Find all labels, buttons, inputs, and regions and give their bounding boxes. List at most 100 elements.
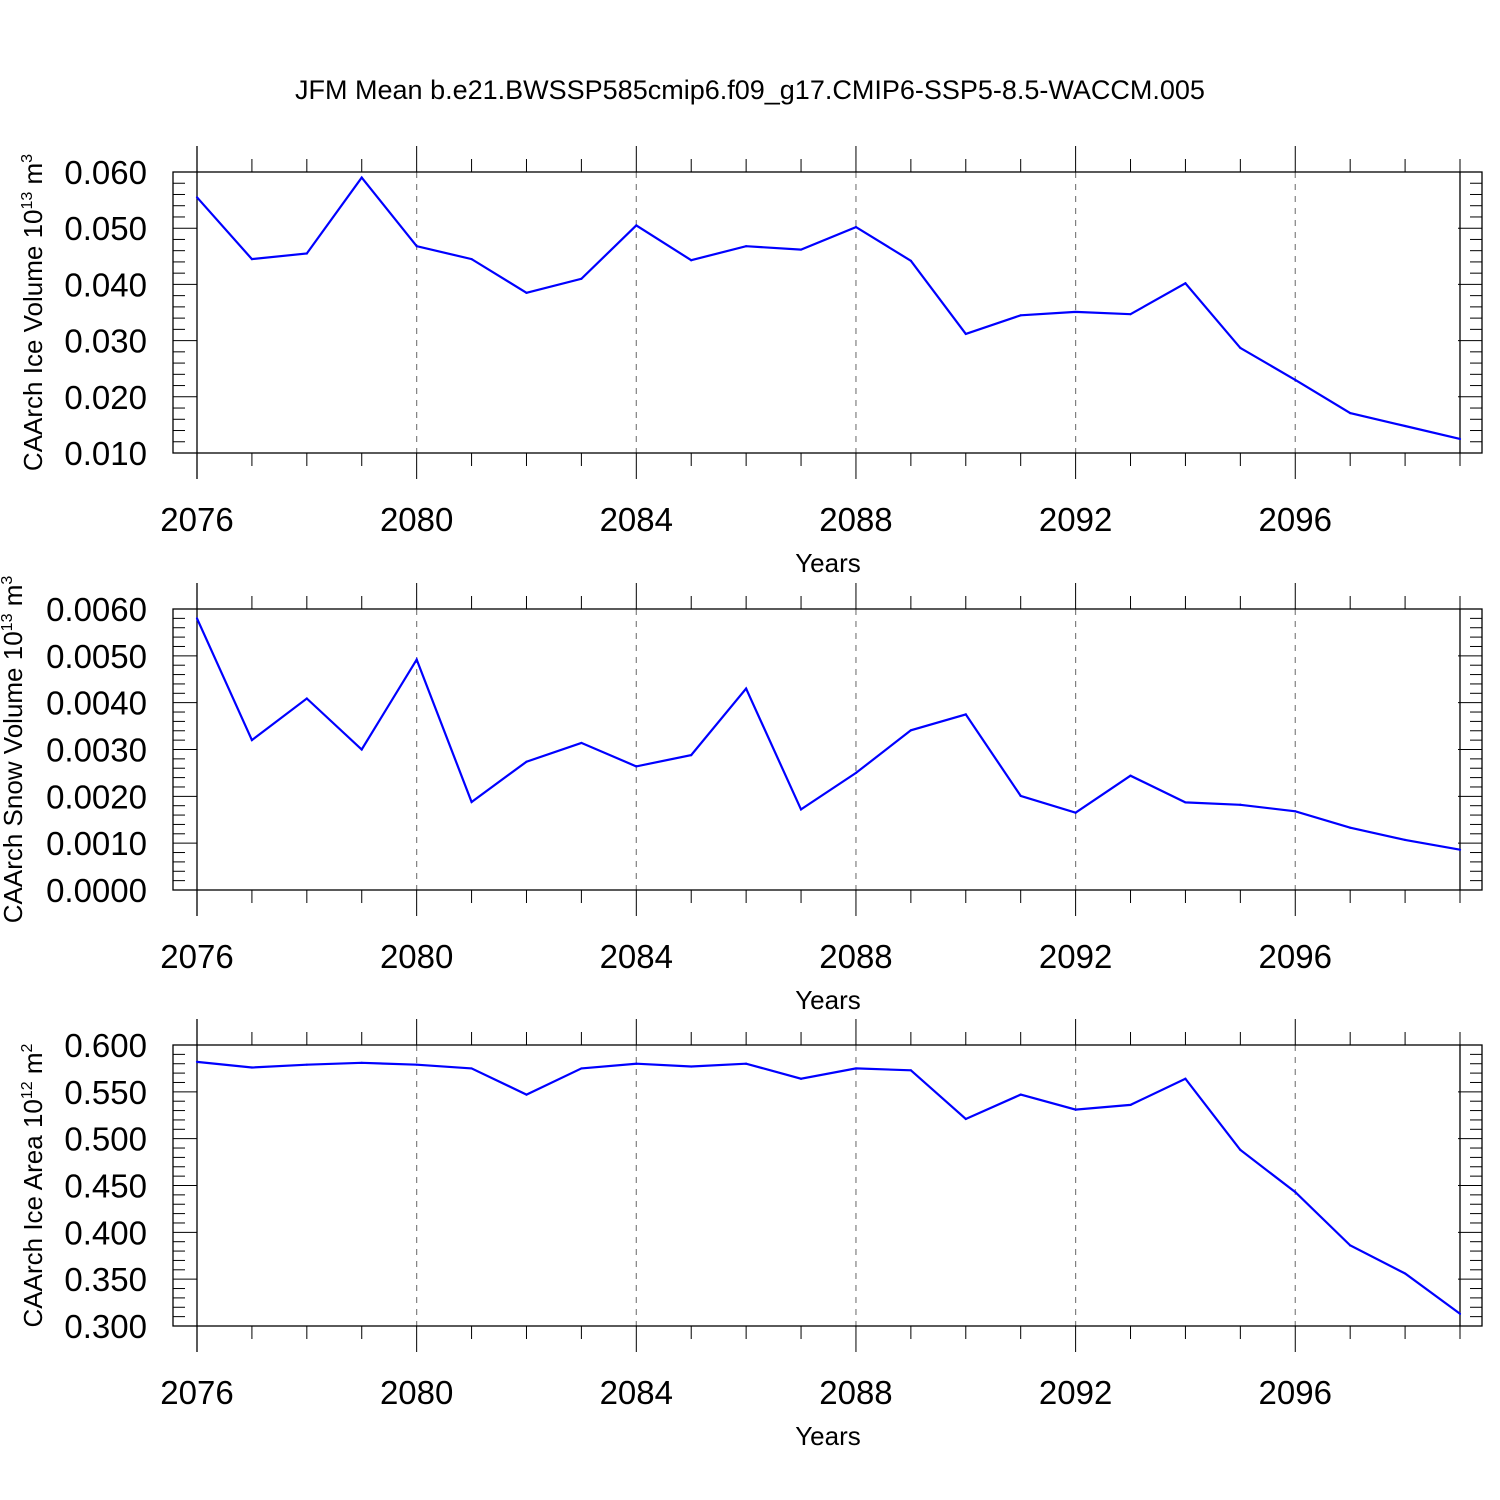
data-point xyxy=(470,1067,473,1070)
x-tick-label: 2088 xyxy=(819,1374,892,1411)
data-point xyxy=(360,748,363,751)
data-point xyxy=(1349,826,1352,829)
data-point xyxy=(305,1063,308,1066)
x-tick-label: 2080 xyxy=(380,1374,453,1411)
data-point xyxy=(470,800,473,804)
data-point xyxy=(1184,801,1187,804)
data-point xyxy=(1129,1103,1132,1107)
data-point xyxy=(1074,811,1077,814)
chart-title: JFM Mean b.e21.BWSSP585cmip6.f09_g17.CMI… xyxy=(295,75,1205,105)
data-point xyxy=(1184,1077,1187,1080)
y-axis-label: CAArch Snow Volume 1013 m3 xyxy=(0,576,28,924)
y-tick-label: 0.0030 xyxy=(46,732,147,769)
data-point xyxy=(690,259,693,262)
y-tick-label: 0.0020 xyxy=(46,778,147,815)
x-tick-label: 2092 xyxy=(1039,501,1112,538)
data-point xyxy=(580,741,583,745)
data-point xyxy=(1019,1093,1022,1096)
data-point xyxy=(1294,1190,1297,1194)
y-tick-label: 0.0010 xyxy=(46,825,147,862)
panel-ice-volume: 2076 2080 2084 2088 2092 2096 0.060 0.050 0.040 0… xyxy=(18,146,1483,578)
x-axis-label: Years xyxy=(795,1421,861,1451)
y-tick-label: 0.010 xyxy=(64,435,147,472)
data-point xyxy=(909,1069,912,1072)
data-point xyxy=(1403,1272,1407,1275)
data-point xyxy=(799,808,803,811)
x-tick-label: 2084 xyxy=(600,501,673,538)
data-point xyxy=(580,277,583,280)
y-tick-label: 0.050 xyxy=(64,210,147,247)
data-point xyxy=(415,1063,418,1066)
data-point xyxy=(635,765,638,768)
y-axis-label: CAArch Ice Area 1012 m2 xyxy=(18,1043,48,1327)
data-point xyxy=(745,245,748,248)
data-point xyxy=(360,176,363,179)
y-tick-label: 0.500 xyxy=(64,1121,147,1158)
data-point xyxy=(745,1062,748,1065)
y-tick-label: 0.350 xyxy=(64,1261,147,1298)
y-tick-label: 0.030 xyxy=(64,323,147,360)
data-point xyxy=(1458,848,1462,851)
x-tick-label: 2080 xyxy=(380,938,453,975)
y-tick-label: 0.0000 xyxy=(46,872,147,909)
plot-frame xyxy=(172,171,1483,454)
data-point xyxy=(799,248,803,251)
data-point xyxy=(635,224,638,227)
y-tick-label: 0.450 xyxy=(64,1168,147,1205)
y-axis-label: CAArch Ice Volume 1013 m3 xyxy=(18,154,48,471)
data-point xyxy=(1239,803,1242,806)
x-tick-label: 2092 xyxy=(1039,1374,1112,1411)
x-tick-label: 2084 xyxy=(600,1374,673,1411)
y-tick-label: 0.0060 xyxy=(46,591,147,628)
data-point xyxy=(525,760,528,763)
series-line-ice-area xyxy=(196,1060,1461,1315)
data-point xyxy=(1184,282,1187,285)
data-point xyxy=(525,291,528,294)
y-tick-label: 0.400 xyxy=(64,1214,147,1251)
panel-ice-area: 2076 2080 2084 2088 2092 2096 0.600 0.550 0.500 0… xyxy=(18,1019,1483,1451)
data-point xyxy=(1129,774,1132,777)
data-point xyxy=(250,739,254,742)
x-tick-label: 2096 xyxy=(1259,1374,1332,1411)
data-point xyxy=(525,1093,528,1096)
data-point xyxy=(1458,437,1462,441)
y-tick-label: 0.0050 xyxy=(46,638,147,675)
data-point xyxy=(1239,346,1242,350)
y-tick-label: 0.0040 xyxy=(46,685,147,722)
y-tick-label: 0.040 xyxy=(64,266,147,303)
plot-frame xyxy=(172,608,1483,891)
data-point xyxy=(415,658,418,661)
data-point xyxy=(1349,411,1352,415)
x-tick-label: 2084 xyxy=(600,938,673,975)
data-point xyxy=(1403,838,1407,841)
data-point xyxy=(1403,424,1407,428)
data-point xyxy=(1239,1148,1242,1152)
data-point xyxy=(1294,378,1297,382)
data-point xyxy=(470,258,473,261)
y-tick-label: 0.550 xyxy=(64,1074,147,1111)
data-point xyxy=(580,1067,583,1070)
panel-snow-volume: 2076 2080 2084 2088 2092 2096 0.0060 0.0050 0.00… xyxy=(0,576,1483,1015)
data-point xyxy=(964,1117,967,1121)
data-point xyxy=(635,1062,638,1065)
data-point xyxy=(854,225,858,229)
data-point xyxy=(690,754,693,757)
data-point xyxy=(690,1065,693,1068)
data-point xyxy=(909,259,912,262)
x-tick-label: 2096 xyxy=(1259,501,1332,538)
x-tick-label: 2076 xyxy=(160,938,233,975)
x-tick-label: 2092 xyxy=(1039,938,1112,975)
data-point xyxy=(1074,310,1077,314)
series-line-snow-volume xyxy=(195,617,1461,851)
data-point xyxy=(250,258,254,261)
data-point xyxy=(745,687,748,690)
data-point xyxy=(250,1066,254,1069)
data-point xyxy=(1458,1312,1462,1315)
data-point xyxy=(909,729,912,732)
series-line-ice-volume xyxy=(196,175,1461,440)
data-point xyxy=(1019,794,1022,797)
data-point xyxy=(1019,314,1022,317)
data-point xyxy=(195,196,199,199)
y-tick-label: 0.060 xyxy=(64,154,147,191)
data-point xyxy=(305,252,308,255)
